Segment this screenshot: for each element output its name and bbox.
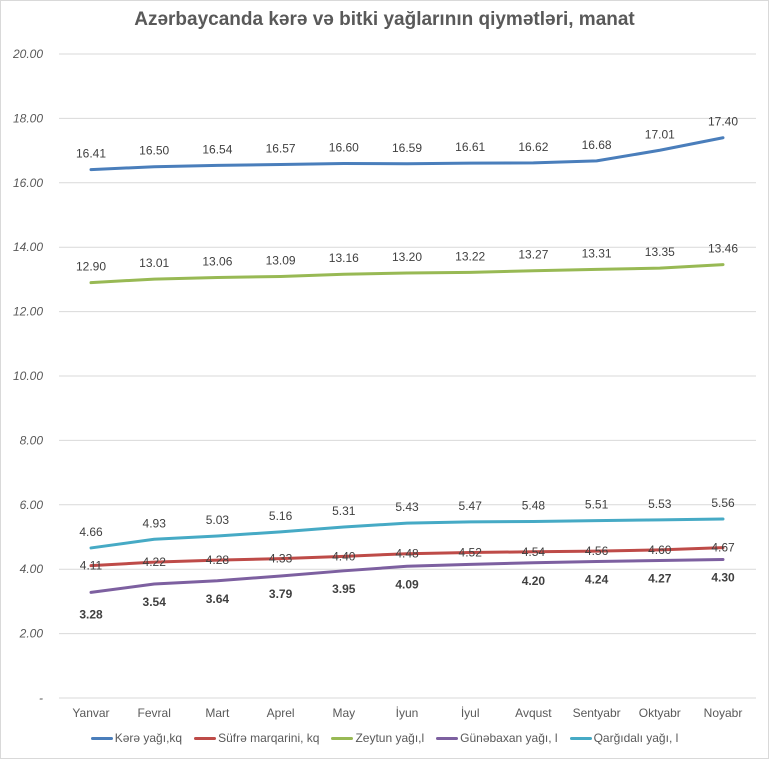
data-label: 4.28 (206, 553, 230, 567)
data-label: 4.11 (80, 559, 103, 573)
data-label: 16.62 (518, 140, 548, 154)
data-label: 13.31 (582, 246, 612, 260)
data-label: 17.01 (645, 127, 675, 141)
data-label: 5.47 (459, 499, 483, 513)
data-label: 3.64 (206, 592, 230, 606)
data-label: 4.66 (79, 525, 103, 539)
legend-swatch (436, 736, 459, 740)
data-label: 16.68 (582, 138, 612, 152)
x-tick-label: Aprel (267, 706, 295, 720)
y-tick-label: 8.00 (20, 433, 44, 447)
data-label: 3.79 (269, 587, 293, 601)
y-tick-label: 18.00 (13, 111, 43, 125)
legend-label: Zeytun yağı,l (355, 731, 425, 745)
y-tick-label: 14.00 (13, 240, 43, 254)
data-label: 5.31 (332, 504, 356, 518)
data-label: 4.52 (459, 545, 483, 559)
x-tick-label: İyun (396, 706, 419, 720)
data-label: 4.54 (522, 545, 546, 559)
data-label: 4.09 (395, 577, 419, 591)
y-tick-label: 16.00 (13, 176, 43, 190)
data-label: 13.20 (392, 250, 422, 264)
x-tick-label: Sentyabr (573, 706, 621, 720)
series-line (89, 263, 725, 285)
legend-item: Süfrə marqarini, kq (194, 731, 319, 745)
legend-swatch (569, 736, 592, 740)
data-label: 16.57 (266, 141, 296, 155)
data-label: 5.03 (206, 513, 230, 527)
legend: Kərə yağı,kq Süfrə marqarini, kq Zeytun ya… (1, 731, 768, 745)
data-label: 3.95 (332, 582, 356, 596)
data-label: 16.59 (392, 141, 422, 155)
legend-label: Günəbaxan yağı, l (460, 731, 558, 745)
data-label: 13.01 (139, 256, 169, 270)
data-label: 4.67 (711, 541, 735, 555)
legend-item: Zeytun yağı,l (331, 731, 424, 745)
legend-item: Qarğıdalı yağı, l (569, 731, 679, 745)
data-label: 13.09 (266, 254, 296, 268)
series-line (89, 517, 725, 550)
x-tick-label: Fevral (138, 706, 171, 720)
data-label: 16.41 (76, 147, 106, 161)
data-label: 13.46 (708, 242, 738, 256)
data-label: 16.60 (329, 140, 359, 154)
x-tick-label: İyul (461, 706, 480, 720)
data-label: 4.33 (269, 552, 293, 566)
data-label: 4.56 (585, 544, 609, 558)
data-label: 4.24 (585, 572, 609, 586)
data-label: 16.50 (139, 144, 169, 158)
data-label: 4.27 (648, 572, 672, 586)
data-label: 5.16 (269, 509, 293, 523)
line-chart: - 2.00 4.00 6.00 8.00 10.00 12.00 14.00 16.00 18.… (12, 47, 756, 720)
x-tick-label: Noyabr (704, 706, 743, 720)
data-label: 13.22 (455, 249, 485, 263)
chart-title: Azərbaycanda kərə və bitki yağlarının qi… (134, 9, 635, 30)
legend-label: Süfrə marqarini, kq (218, 731, 320, 745)
data-label: 5.56 (711, 496, 735, 510)
x-tick-label: Mart (205, 706, 230, 720)
data-label: 4.48 (395, 547, 419, 561)
y-tick-label: 4.00 (20, 562, 44, 576)
data-label: 17.40 (708, 115, 738, 129)
data-label: 16.61 (455, 140, 485, 154)
y-tick-label: 12.00 (13, 305, 43, 319)
data-label: 5.51 (585, 498, 609, 512)
data-label: 3.54 (143, 595, 167, 609)
data-label: 13.16 (329, 251, 359, 265)
data-label: 13.27 (518, 248, 548, 262)
data-label: 12.90 (76, 260, 106, 274)
data-label: 4.40 (332, 549, 356, 563)
x-tick-label: Yanvar (72, 706, 109, 720)
y-tick-label: 20.00 (12, 47, 43, 61)
y-tick-label: - (39, 691, 43, 705)
x-tick-label: Oktyabr (639, 706, 681, 720)
legend-swatch (331, 736, 354, 740)
y-tick-label: 2.00 (19, 627, 44, 641)
data-label: 5.53 (648, 497, 672, 511)
legend-swatch (90, 736, 113, 740)
data-label: 5.43 (395, 500, 419, 514)
data-label: 4.30 (711, 571, 735, 585)
legend-label: Qarğıdalı yağı, l (593, 731, 679, 745)
x-tick-label: May (332, 706, 355, 720)
data-label: 4.60 (648, 543, 672, 557)
data-label: 4.93 (143, 516, 167, 530)
data-label: 4.22 (143, 555, 167, 569)
x-tick-label: Avqust (515, 706, 552, 720)
data-label: 13.06 (202, 254, 232, 268)
data-label: 16.54 (202, 142, 232, 156)
data-label: 5.48 (522, 499, 546, 513)
data-label: 4.20 (522, 574, 546, 588)
data-label: 3.28 (79, 607, 103, 621)
y-tick-label: 10.00 (13, 369, 43, 383)
data-label: 13.35 (645, 245, 675, 259)
legend-swatch (194, 736, 217, 740)
legend-item: Kərə yağı,kq (90, 731, 183, 745)
y-tick-label: 6.00 (20, 498, 44, 512)
legend-label: Kərə yağı,kq (114, 731, 183, 745)
legend-item: Günəbaxan yağı, l (436, 731, 558, 745)
